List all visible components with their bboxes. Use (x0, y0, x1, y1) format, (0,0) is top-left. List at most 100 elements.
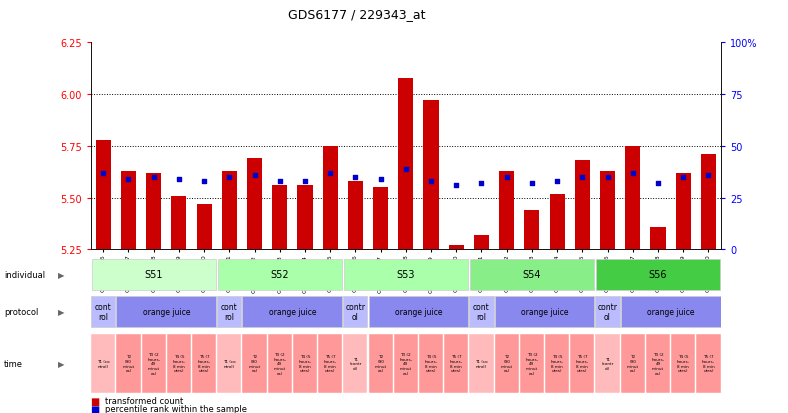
Text: individual: individual (4, 270, 45, 279)
Bar (398, 78, 414, 250)
Bar (369, 334, 392, 393)
Text: GDS6177 / 229343_at: GDS6177 / 229343_at (288, 8, 425, 21)
Bar (549, 194, 565, 250)
Bar (369, 296, 468, 328)
Text: cont
rol: cont rol (221, 302, 238, 321)
Bar (142, 334, 165, 393)
Bar (117, 296, 216, 328)
Text: cont
rol: cont rol (473, 302, 490, 321)
Bar (474, 235, 489, 250)
Bar (268, 334, 292, 393)
Bar (621, 296, 720, 328)
Point (122, 176, 135, 183)
Bar (625, 147, 641, 250)
Point (626, 170, 639, 177)
Text: ▶: ▶ (58, 359, 64, 368)
Text: T4 (5
hours,
8 min
utes): T4 (5 hours, 8 min utes) (299, 355, 311, 372)
Text: time: time (4, 359, 23, 368)
Bar (91, 259, 216, 290)
Text: T3 (2
hours,
49
minut
es): T3 (2 hours, 49 minut es) (400, 352, 412, 375)
Text: orange juice: orange juice (143, 307, 190, 316)
Bar (650, 227, 666, 250)
Bar (697, 334, 720, 393)
Bar (394, 334, 418, 393)
Bar (243, 334, 266, 393)
Text: orange juice: orange juice (647, 307, 694, 316)
Point (223, 174, 236, 181)
Point (173, 176, 185, 183)
Bar (217, 259, 342, 290)
Bar (146, 173, 162, 250)
Text: T5 (7
hours,
8 min
utes): T5 (7 hours, 8 min utes) (198, 355, 210, 372)
Text: T2
(90
minut
es): T2 (90 minut es) (122, 355, 135, 372)
Bar (646, 334, 670, 393)
Bar (344, 296, 367, 328)
Bar (596, 296, 619, 328)
Text: ▶: ▶ (58, 307, 64, 316)
Bar (121, 171, 136, 250)
Bar (621, 334, 645, 393)
Point (400, 166, 412, 173)
Text: T4 (5
hours,
8 min
utes): T4 (5 hours, 8 min utes) (173, 355, 185, 372)
Point (425, 178, 437, 185)
Point (97, 170, 110, 177)
Point (248, 172, 261, 179)
Text: percentile rank within the sample: percentile rank within the sample (105, 404, 247, 413)
Bar (167, 334, 191, 393)
Text: T1 (co
ntrol): T1 (co ntrol) (97, 359, 110, 368)
Bar (675, 173, 691, 250)
Text: ▶: ▶ (58, 270, 64, 279)
Text: T5 (7
hours,
8 min
utes): T5 (7 hours, 8 min utes) (576, 355, 589, 372)
Text: T5 (7
hours,
8 min
utes): T5 (7 hours, 8 min utes) (450, 355, 463, 372)
Point (551, 178, 563, 185)
Bar (196, 204, 212, 250)
Text: orange juice: orange juice (395, 307, 442, 316)
Text: T4 (5
hours,
8 min
utes): T4 (5 hours, 8 min utes) (425, 355, 437, 372)
Point (601, 174, 614, 181)
Text: orange juice: orange juice (521, 307, 568, 316)
Bar (520, 334, 544, 393)
Text: S56: S56 (649, 270, 667, 280)
Text: ■: ■ (91, 404, 100, 413)
Point (576, 174, 589, 181)
Point (677, 174, 690, 181)
Text: T2
(90
minut
es): T2 (90 minut es) (374, 355, 387, 372)
Bar (373, 188, 388, 250)
Bar (247, 159, 262, 250)
Point (526, 180, 538, 187)
Bar (91, 334, 115, 393)
Bar (600, 171, 615, 250)
Text: S52: S52 (270, 270, 289, 280)
Bar (293, 334, 317, 393)
Bar (448, 246, 464, 250)
Bar (495, 334, 519, 393)
Text: S54: S54 (522, 270, 541, 280)
Bar (217, 334, 241, 393)
Point (652, 180, 664, 187)
Text: contr
ol: contr ol (597, 302, 618, 321)
Text: T1
(contr
ol): T1 (contr ol) (601, 357, 614, 370)
Bar (596, 334, 619, 393)
Bar (470, 334, 493, 393)
Bar (344, 334, 367, 393)
Bar (701, 155, 716, 250)
Text: T5 (7
hours,
8 min
utes): T5 (7 hours, 8 min utes) (324, 355, 336, 372)
Bar (221, 171, 237, 250)
Text: T3 (2
hours,
49
minut
es): T3 (2 hours, 49 minut es) (147, 352, 160, 375)
Point (702, 172, 715, 179)
Bar (671, 334, 695, 393)
Text: orange juice: orange juice (269, 307, 316, 316)
Text: T2
(90
minut
es): T2 (90 minut es) (500, 355, 513, 372)
Text: T1 (co
ntrol): T1 (co ntrol) (223, 359, 236, 368)
Bar (243, 296, 342, 328)
Bar (192, 334, 216, 393)
Point (475, 180, 488, 187)
Text: T4 (5
hours,
8 min
utes): T4 (5 hours, 8 min utes) (551, 355, 563, 372)
Bar (571, 334, 594, 393)
Bar (91, 296, 115, 328)
Text: T2
(90
minut
es): T2 (90 minut es) (626, 355, 639, 372)
Bar (95, 140, 111, 250)
Text: cont
rol: cont rol (95, 302, 112, 321)
Point (198, 178, 210, 185)
Bar (545, 334, 569, 393)
